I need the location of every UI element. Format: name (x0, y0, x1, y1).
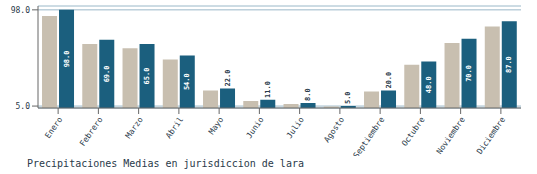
svg-text:Octubre: Octubre (400, 115, 427, 148)
svg-text:Mayo: Mayo (207, 115, 226, 136)
svg-text:70.0: 70.0 (465, 65, 473, 82)
svg-text:5.0: 5.0 (16, 102, 31, 111)
svg-text:20.0: 20.0 (385, 72, 393, 89)
svg-text:Julio: Julio (285, 115, 306, 140)
svg-text:Agosto: Agosto (322, 115, 346, 144)
svg-text:11.0: 11.0 (264, 81, 272, 98)
svg-text:87.0: 87.0 (505, 56, 513, 73)
svg-text:Junio: Junio (244, 115, 265, 140)
svg-text:Noviembre: Noviembre (435, 115, 467, 156)
svg-text:8.0: 8.0 (304, 88, 312, 101)
html-text:Precipitaciones Medias en juri: Precipitaciones Medias en jurisdiccion d… (27, 158, 304, 169)
svg-text:Marzo: Marzo (124, 115, 145, 140)
svg-text:Septiembre: Septiembre (351, 115, 386, 156)
svg-text:Enero: Enero (43, 115, 64, 140)
svg-text:65.0: 65.0 (143, 68, 151, 85)
svg-text:69.0: 69.0 (103, 65, 111, 82)
svg-text:22.0: 22.0 (224, 70, 232, 87)
svg-text:98.0: 98.0 (11, 6, 30, 15)
svg-text:54.0: 54.0 (183, 73, 191, 90)
svg-text:Diciembre: Diciembre (475, 115, 507, 156)
svg-text:Abril: Abril (164, 115, 185, 140)
svg-text:Febrero: Febrero (78, 115, 105, 148)
svg-text:98.0: 98.0 (63, 50, 71, 67)
svg-text:5.0: 5.0 (344, 91, 352, 104)
svg-text:48.0: 48.0 (425, 76, 433, 93)
